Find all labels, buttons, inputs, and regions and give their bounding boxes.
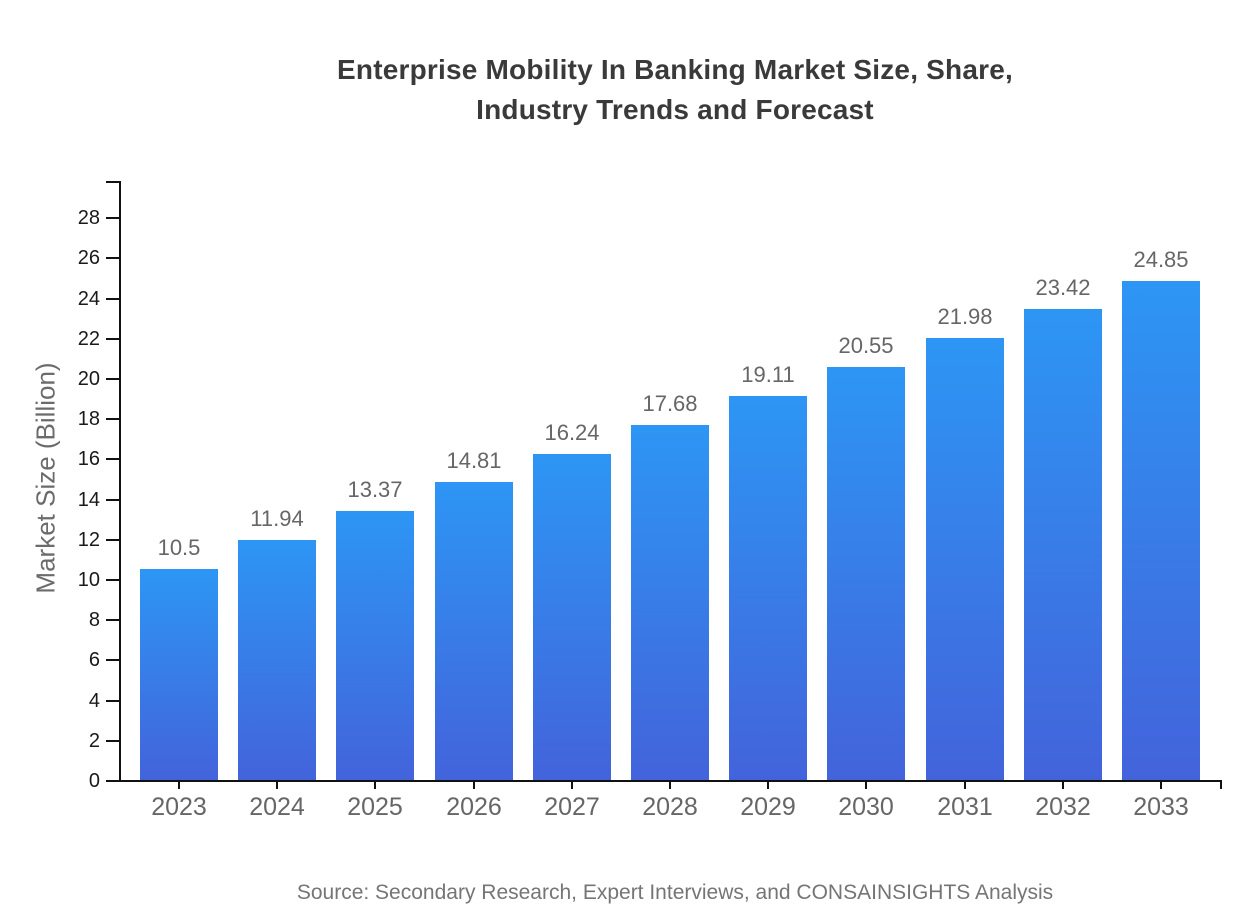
y-tick	[106, 619, 119, 621]
bar-2027	[533, 454, 611, 780]
chart-title-line-1: Enterprise Mobility In Banking Market Si…	[337, 54, 1013, 85]
x-tick	[473, 780, 475, 789]
bar-2031	[926, 338, 1004, 780]
x-tick	[276, 780, 278, 789]
chart-title-line-2: Industry Trends and Forecast	[476, 94, 874, 125]
bar-2023	[140, 569, 218, 780]
bar-value-label: 11.94	[250, 506, 304, 531]
x-tick	[767, 780, 769, 789]
x-tick-label: 2029	[740, 793, 796, 821]
y-tick	[106, 579, 119, 581]
y-tick	[106, 780, 119, 782]
x-tick-label: 2028	[642, 793, 698, 821]
x-axis-end-cap-tick	[1220, 780, 1222, 789]
x-tick-label: 2031	[937, 793, 993, 821]
x-tick-label: 2023	[151, 793, 207, 821]
y-tick-label: 22	[77, 328, 100, 350]
y-tick-label: 4	[88, 690, 100, 712]
x-tick	[1062, 780, 1064, 789]
x-tick-label: 2024	[249, 793, 305, 821]
bar-value-label: 13.37	[347, 477, 403, 502]
x-tick	[964, 780, 966, 789]
bar-value-label: 24.85	[1133, 247, 1189, 272]
bar-value-label: 16.24	[544, 420, 600, 445]
x-tick	[374, 780, 376, 789]
y-tick	[106, 338, 119, 340]
y-tick-label: 28	[77, 207, 100, 229]
x-tick-label: 2032	[1035, 793, 1091, 821]
x-tick-label: 2027	[544, 793, 600, 821]
y-tick	[106, 378, 119, 380]
x-tick	[865, 780, 867, 789]
x-tick	[1160, 780, 1162, 789]
x-tick	[669, 780, 671, 789]
bar-2032	[1024, 309, 1102, 780]
y-tick-label: 2	[88, 730, 100, 752]
y-tick	[106, 499, 119, 501]
y-tick	[106, 539, 119, 541]
x-tick-label: 2025	[347, 793, 403, 821]
y-tick-label: 16	[77, 448, 100, 470]
y-tick-label: 10	[77, 569, 100, 591]
bar-2024	[238, 540, 316, 780]
bar-value-label: 21.98	[937, 304, 993, 329]
bar-value-label: 10.5	[157, 535, 201, 560]
y-tick-label: 24	[77, 288, 100, 310]
x-tick	[571, 780, 573, 789]
y-tick-label: 6	[88, 649, 100, 671]
bar-2028	[631, 425, 709, 780]
bar-2026	[435, 482, 513, 780]
bar-2030	[827, 367, 905, 780]
y-tick-label: 20	[77, 368, 100, 390]
bar-value-label: 17.68	[642, 391, 698, 416]
y-tick	[106, 740, 119, 742]
source-note: Source: Secondary Research, Expert Inter…	[296, 881, 1054, 904]
bar-value-label: 20.55	[838, 333, 894, 358]
x-tick-label: 2033	[1133, 793, 1189, 821]
y-tick-label: 26	[77, 247, 100, 269]
y-axis-top-cap-tick	[106, 181, 119, 183]
y-tick	[106, 659, 119, 661]
y-tick-label: 18	[77, 408, 100, 430]
chart-title: Enterprise Mobility In Banking Market Si…	[120, 50, 1230, 130]
y-tick-label: 8	[88, 609, 100, 631]
y-axis-title: Market Size (Billion)	[30, 362, 61, 594]
x-tick-label: 2026	[446, 793, 502, 821]
x-tick	[178, 780, 180, 789]
bar-value-label: 14.81	[446, 448, 502, 473]
bar-value-label: 19.11	[741, 362, 795, 387]
x-tick-label: 2030	[838, 793, 894, 821]
y-tick	[106, 418, 119, 420]
y-tick-label: 12	[77, 529, 100, 551]
bar-2029	[729, 396, 807, 780]
y-tick-label: 14	[77, 489, 100, 511]
bar-value-label: 23.42	[1035, 275, 1091, 300]
y-tick	[106, 458, 119, 460]
y-tick	[106, 217, 119, 219]
y-tick	[106, 257, 119, 259]
y-tick	[106, 700, 119, 702]
bar-2025	[336, 511, 414, 780]
y-tick-label: 0	[88, 770, 100, 792]
y-axis-line	[119, 181, 121, 782]
bar-2033	[1122, 281, 1200, 780]
y-tick	[106, 298, 119, 300]
